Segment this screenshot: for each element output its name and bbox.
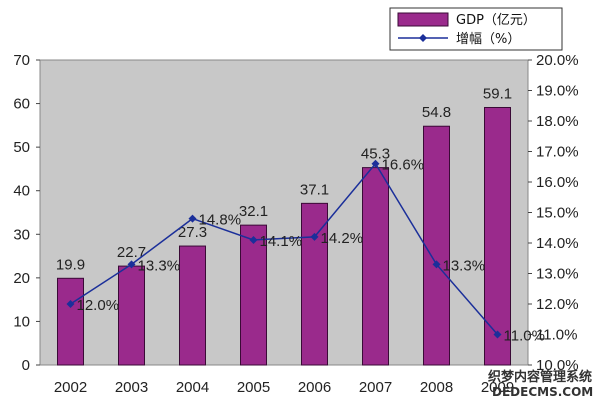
x-tick-label: 2007 xyxy=(359,379,392,396)
growth-value-label: 13.3% xyxy=(138,257,181,274)
right-axis: 10.0% 11.0% 12.0% 13.0% 14.0% 15.0% 16.0% 17.0%… xyxy=(528,52,579,374)
x-tick-label: 2008 xyxy=(420,379,453,396)
x-tick-label: 2004 xyxy=(176,379,209,396)
gdp-value-label: 45.3 xyxy=(361,146,390,163)
gdp-value-label: 27.3 xyxy=(178,224,207,241)
x-tick-label: 2003 xyxy=(115,379,148,396)
left-tick-label: 70 xyxy=(13,52,30,69)
watermark-line1: 织梦内容管理系统 xyxy=(488,369,592,385)
growth-point xyxy=(66,300,75,308)
growth-point xyxy=(127,260,136,269)
left-tick-label: 10 xyxy=(13,313,30,330)
right-tick-label: 19.0% xyxy=(536,83,579,100)
plot-area xyxy=(39,59,529,366)
gdp-value-label: 22.7 xyxy=(117,244,146,261)
growth-line xyxy=(66,159,502,339)
growth-point xyxy=(371,159,380,168)
growth-value-label: 14.2% xyxy=(321,230,364,247)
gdp-bar xyxy=(362,167,389,366)
growth-polyline xyxy=(70,162,499,335)
right-tick-label: 12.0% xyxy=(536,296,579,313)
left-tick-label: 20 xyxy=(13,270,30,287)
x-tick-label: 2002 xyxy=(54,379,87,396)
growth-point xyxy=(249,235,258,244)
left-tick-label: 50 xyxy=(13,139,30,156)
gdp-bar xyxy=(423,125,450,366)
gdp-bars xyxy=(57,106,511,366)
left-axis: 0 10 20 30 40 50 60 70 xyxy=(13,52,40,374)
growth-point xyxy=(188,214,197,223)
growth-point xyxy=(310,232,319,241)
gdp-value-label: 59.1 xyxy=(483,85,512,102)
x-tick-label: 2005 xyxy=(237,379,270,396)
legend-line-marker-icon xyxy=(419,34,427,42)
growth-value-label: 12.0% xyxy=(77,297,120,314)
legend: GDP（亿元） 增幅（%） xyxy=(389,7,563,51)
legend-line-label: 增幅（%） xyxy=(456,32,520,47)
growth-value-label: 16.6% xyxy=(382,157,425,174)
gdp-bar xyxy=(118,265,145,366)
right-tick-label: 14.0% xyxy=(536,235,579,252)
gdp-value-label: 54.8 xyxy=(422,104,451,121)
growth-value-label: 13.3% xyxy=(443,257,486,274)
right-tick-label: 17.0% xyxy=(536,144,579,161)
growth-value-label: 14.8% xyxy=(199,212,242,229)
gdp-labels: 19.9 22.7 27.3 32.1 37.1 45.3 54.8 59.1 xyxy=(56,85,512,273)
gdp-value-label: 32.1 xyxy=(239,203,268,220)
legend-bar-swatch xyxy=(397,12,449,27)
right-tick-label: 18.0% xyxy=(536,113,579,130)
growth-labels: 12.0% 13.3% 14.8% 14.1% 14.2% 16.6% 13.3% 11.0% xyxy=(77,157,545,345)
gdp-bar xyxy=(301,202,328,366)
left-tick-label: 40 xyxy=(13,183,30,200)
right-tick-label: 16.0% xyxy=(536,174,579,191)
watermark-line2: DEDECMS.COM xyxy=(492,385,593,399)
gdp-bar xyxy=(179,245,206,366)
growth-point xyxy=(493,330,502,339)
x-tick-label: 2009 xyxy=(481,379,514,396)
gdp-value-label: 37.1 xyxy=(300,181,329,198)
growth-value-label: 14.1% xyxy=(260,233,303,250)
gdp-bar xyxy=(484,106,511,366)
x-axis: 2002 2003 2004 2005 2006 2007 2008 2009 xyxy=(54,379,514,396)
gdp-value-label: 19.9 xyxy=(56,256,85,273)
right-tick-label: 20.0% xyxy=(536,52,579,69)
left-tick-label: 0 xyxy=(22,357,30,374)
watermark: 织梦内容管理系统 DEDECMS.COM xyxy=(488,369,593,399)
growth-value-label: 11.0% xyxy=(504,328,545,345)
right-tick-label: 15.0% xyxy=(536,205,579,222)
left-tick-label: 30 xyxy=(13,226,30,243)
gdp-bar xyxy=(240,224,267,366)
right-tick-label: 11.0% xyxy=(536,327,577,344)
right-tick-label: 13.0% xyxy=(536,266,579,283)
legend-bar-label: GDP（亿元） xyxy=(456,13,536,28)
x-tick-label: 2006 xyxy=(298,379,331,396)
right-tick-label: 10.0% xyxy=(536,357,579,374)
left-tick-label: 60 xyxy=(13,96,30,113)
gdp-bar xyxy=(57,277,84,366)
growth-point xyxy=(432,260,441,269)
